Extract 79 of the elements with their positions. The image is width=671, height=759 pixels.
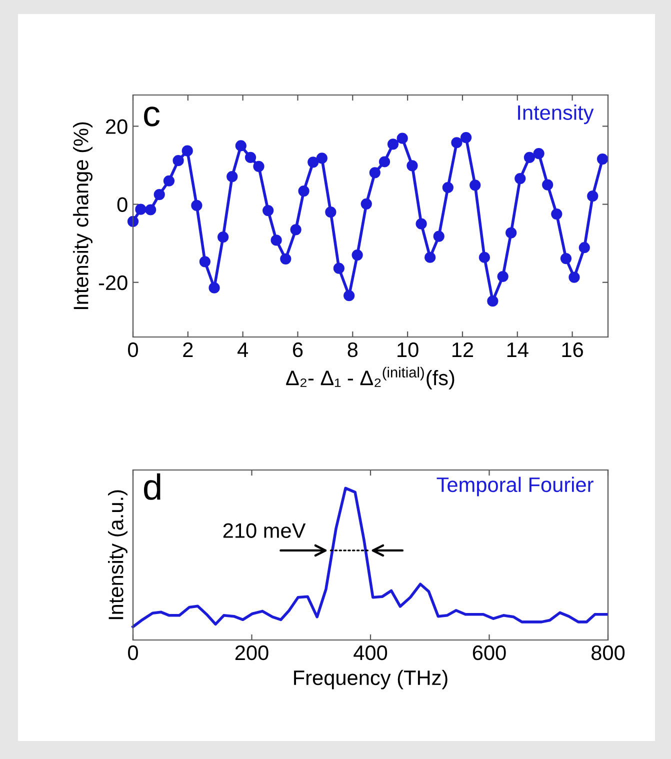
x-tick-label: 2 <box>183 342 193 357</box>
x-tick-label: 4 <box>238 342 248 357</box>
point <box>542 179 554 190</box>
point <box>333 262 344 274</box>
point <box>191 200 202 212</box>
point <box>352 249 363 261</box>
point <box>396 132 408 144</box>
point <box>442 182 454 194</box>
x-tick-label: 10 <box>398 342 418 358</box>
x-tick-label: 14 <box>507 342 528 357</box>
point <box>182 145 193 156</box>
annotation: 210 meV <box>223 523 306 538</box>
x-tick-label: 0 <box>128 645 138 660</box>
point <box>262 204 274 216</box>
point <box>360 198 372 210</box>
point <box>416 218 427 230</box>
point <box>199 256 210 268</box>
point <box>451 137 462 148</box>
point <box>316 152 328 164</box>
point <box>344 290 355 302</box>
point <box>325 206 336 218</box>
point <box>145 204 156 216</box>
point <box>506 227 517 238</box>
point <box>308 156 319 168</box>
point <box>135 204 146 215</box>
series-label: Intensity <box>518 104 594 124</box>
point <box>596 153 608 165</box>
x-axis-title: Frequency (THz) <box>294 670 448 690</box>
point <box>378 156 390 168</box>
point <box>587 190 598 202</box>
point <box>280 253 292 264</box>
point <box>290 224 302 236</box>
point <box>578 242 590 254</box>
point <box>387 138 399 150</box>
point <box>218 232 229 243</box>
point <box>163 175 175 186</box>
point <box>235 140 246 152</box>
point <box>244 152 256 164</box>
point <box>424 252 436 263</box>
point <box>253 160 264 172</box>
point <box>298 185 310 197</box>
point <box>270 234 282 246</box>
text: Temporal Fourier <box>436 476 594 496</box>
x-tick-label: 200 <box>235 645 268 660</box>
x-tick-label: 400 <box>354 645 388 660</box>
point <box>226 171 238 182</box>
point <box>551 208 562 220</box>
point <box>560 252 572 264</box>
point <box>470 180 481 191</box>
point <box>514 172 526 184</box>
x-tick-label: 600 <box>472 645 506 660</box>
y-tick-label: -20 <box>98 275 128 290</box>
point <box>478 252 490 263</box>
x-tick-label: 12 <box>452 342 474 357</box>
point <box>460 132 472 144</box>
y-tick-label: 0 <box>117 197 128 212</box>
annotation: d <box>144 473 160 500</box>
point <box>568 272 580 283</box>
point <box>487 296 498 307</box>
y-tick-label: 20 <box>106 119 128 134</box>
point <box>208 282 220 294</box>
point <box>533 148 544 160</box>
x-tick-label: 16 <box>562 342 583 358</box>
y-axis-title: Intensity (a.u.) <box>108 490 128 620</box>
x-tick-label: 0 <box>128 342 138 358</box>
point <box>127 216 139 228</box>
x-tick-label: 6 <box>293 342 303 358</box>
point <box>154 188 165 200</box>
annotation: c <box>144 106 160 126</box>
point <box>524 152 536 164</box>
point <box>406 160 418 172</box>
x-axis-title: Δ₂- Δ₁ - Δ₂$^{(initial)}$(fs) <box>286 366 454 390</box>
point <box>497 270 508 282</box>
x-tick-label: 8 <box>348 342 358 358</box>
point <box>369 167 380 178</box>
y-axis-title: Intensity change (%) <box>73 122 92 310</box>
point <box>433 230 444 242</box>
x-tick-label: 800 <box>592 645 625 660</box>
point <box>172 155 184 166</box>
